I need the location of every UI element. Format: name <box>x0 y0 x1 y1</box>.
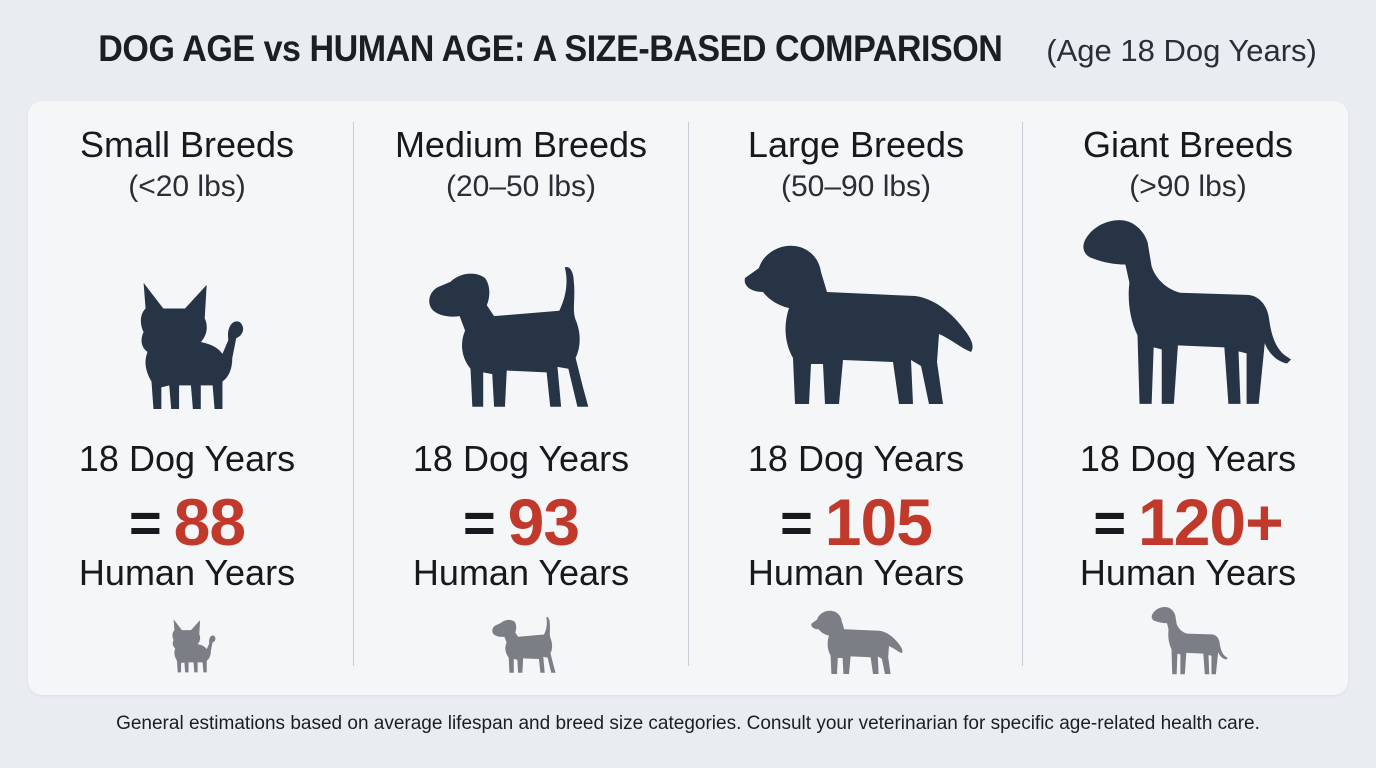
column-divider <box>353 122 354 666</box>
human-age-value: 120+ <box>1138 485 1284 559</box>
footnote: General estimations based on average lif… <box>116 713 1260 734</box>
equals-sign: = <box>462 490 496 554</box>
dog-years-label: 18 Dog Years <box>1079 438 1297 479</box>
breed-column-giant: Giant Breeds (>90 lbs) 18 Dog Years = 120… <box>1021 0 1355 768</box>
human-age-row: = 120+ <box>1021 484 1355 560</box>
breed-weight: (>90 lbs) <box>1129 170 1247 203</box>
equals-sign: = <box>1093 490 1127 554</box>
breed-weight: (<20 lbs) <box>128 170 246 203</box>
breed-column-small: Small Breeds (<20 lbs) 18 Dog Years = 88 … <box>20 0 354 768</box>
breed-weight: (50–90 lbs) <box>780 170 932 203</box>
human-years-label: Human Years <box>78 552 296 593</box>
human-age-row: = 105 <box>689 484 1023 560</box>
page-title: DOG AGE vs HUMAN AGE: A SIZE-BASED COMPA… <box>0 28 1376 70</box>
equals-sign: = <box>128 490 162 554</box>
chihuahua-icon-small <box>161 616 221 674</box>
breed-name: Small Breeds <box>79 124 295 165</box>
human-years-label: Human Years <box>747 552 965 593</box>
chihuahua-icon <box>123 275 247 413</box>
equals-sign: = <box>780 490 813 554</box>
breed-name: Giant Breeds <box>1082 124 1294 165</box>
title-subtitle: (Age 18 Dog Years) <box>1046 33 1317 68</box>
dog-years-label: 18 Dog Years <box>78 438 296 479</box>
breed-name: Medium Breeds <box>394 124 648 165</box>
human-years-label: Human Years <box>412 552 630 593</box>
human-age-row: = 93 <box>354 484 688 560</box>
dog-years-label: 18 Dog Years <box>412 438 630 479</box>
beagle-icon <box>422 260 606 414</box>
column-divider <box>1022 122 1023 666</box>
breed-weight: (20–50 lbs) <box>445 170 597 203</box>
golden-retriever-icon-small <box>807 606 907 678</box>
human-age-value: 88 <box>173 485 246 559</box>
golden-retriever-icon <box>739 234 979 414</box>
dog-years-label: 18 Dog Years <box>747 438 965 479</box>
beagle-icon-small <box>490 614 562 676</box>
human-years-label: Human Years <box>1079 552 1297 593</box>
column-divider <box>688 122 689 666</box>
breed-column-large: Large Breeds (50–90 lbs) 18 Dog Years = 1… <box>689 0 1023 768</box>
human-age-value: 105 <box>824 485 933 559</box>
breed-column-medium: Medium Breeds (20–50 lbs) 18 Dog Years =… <box>354 0 688 768</box>
breed-name: Large Breeds <box>747 124 965 165</box>
human-age-value: 93 <box>507 485 580 559</box>
human-age-row: = 88 <box>20 484 354 560</box>
great-dane-icon-small <box>1147 604 1233 678</box>
great-dane-icon <box>1076 212 1300 414</box>
title-main: DOG AGE vs HUMAN AGE: A SIZE-BASED COMPA… <box>98 28 1003 69</box>
